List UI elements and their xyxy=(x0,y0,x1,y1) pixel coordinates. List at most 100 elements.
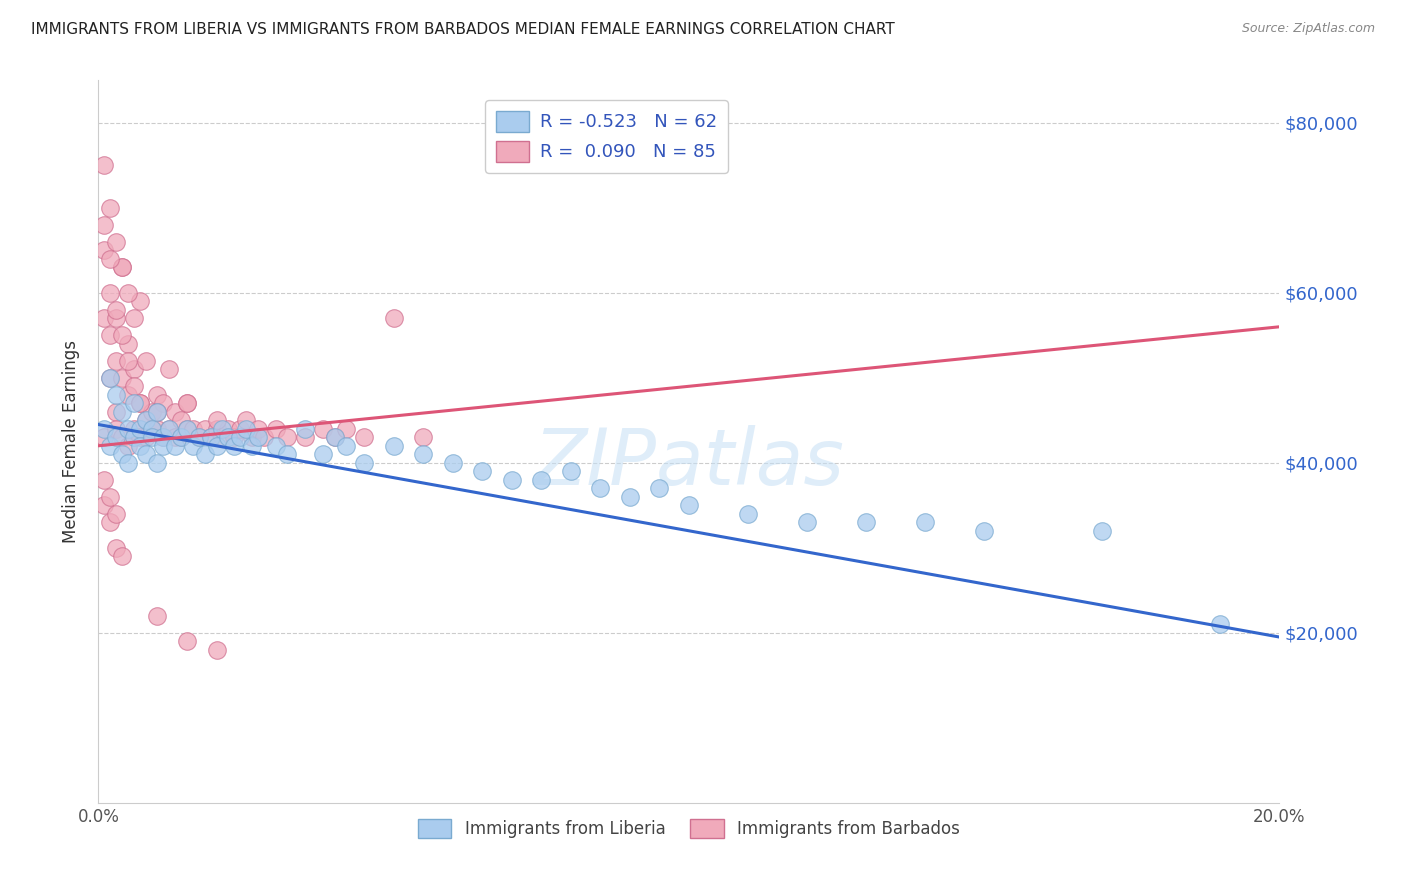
Point xyxy=(111,260,134,275)
Point xyxy=(117,336,139,351)
Point xyxy=(93,244,115,258)
Point xyxy=(93,422,115,436)
Point xyxy=(382,311,405,326)
Point xyxy=(135,353,157,368)
Point xyxy=(530,473,553,487)
Point xyxy=(264,439,287,453)
Point xyxy=(200,430,222,444)
Point xyxy=(323,430,346,444)
Point xyxy=(146,608,169,623)
Point xyxy=(128,422,150,436)
Point xyxy=(135,413,157,427)
Point xyxy=(194,422,217,436)
Point xyxy=(111,371,134,385)
Point xyxy=(93,473,115,487)
Point xyxy=(224,439,246,453)
Point xyxy=(152,396,174,410)
Point xyxy=(98,285,121,300)
Point xyxy=(187,430,209,444)
Point xyxy=(240,439,263,453)
Point xyxy=(98,490,121,504)
Point xyxy=(294,430,316,444)
Point xyxy=(181,439,204,453)
Point xyxy=(264,422,287,436)
Point xyxy=(146,405,169,419)
Point xyxy=(240,430,263,444)
Point xyxy=(312,447,335,461)
Point xyxy=(128,430,150,444)
Point xyxy=(796,516,818,530)
Point xyxy=(855,516,877,530)
Point xyxy=(176,422,198,436)
Text: IMMIGRANTS FROM LIBERIA VS IMMIGRANTS FROM BARBADOS MEDIAN FEMALE EARNINGS CORRE: IMMIGRANTS FROM LIBERIA VS IMMIGRANTS FR… xyxy=(31,22,894,37)
Point xyxy=(105,311,128,326)
Point xyxy=(128,294,150,309)
Point xyxy=(111,405,134,419)
Point xyxy=(157,362,180,376)
Point xyxy=(312,422,335,436)
Point xyxy=(471,464,494,478)
Point xyxy=(146,456,169,470)
Point xyxy=(122,430,145,444)
Point xyxy=(122,379,145,393)
Point xyxy=(122,422,145,436)
Point xyxy=(105,541,128,555)
Legend: R = -0.523   N = 62, R =  0.090   N = 85: R = -0.523 N = 62, R = 0.090 N = 85 xyxy=(485,100,727,172)
Point xyxy=(98,516,121,530)
Point xyxy=(246,422,269,436)
Point xyxy=(165,439,187,453)
Point xyxy=(135,413,157,427)
Point xyxy=(176,634,198,648)
Point xyxy=(98,252,121,266)
Point xyxy=(382,439,405,453)
Point xyxy=(111,260,134,275)
Point xyxy=(152,439,174,453)
Point xyxy=(294,422,316,436)
Point xyxy=(117,388,139,402)
Point xyxy=(441,456,464,470)
Point xyxy=(276,430,298,444)
Text: Source: ZipAtlas.com: Source: ZipAtlas.com xyxy=(1241,22,1375,36)
Point xyxy=(117,353,139,368)
Point xyxy=(117,422,139,436)
Point xyxy=(501,473,523,487)
Point xyxy=(914,516,936,530)
Point xyxy=(105,388,128,402)
Point xyxy=(141,422,163,436)
Point xyxy=(229,422,252,436)
Point xyxy=(122,396,145,410)
Point xyxy=(276,447,298,461)
Point xyxy=(412,430,434,444)
Point xyxy=(176,396,198,410)
Point xyxy=(128,396,150,410)
Point xyxy=(335,439,357,453)
Point xyxy=(117,456,139,470)
Point xyxy=(194,447,217,461)
Point xyxy=(146,405,169,419)
Point xyxy=(105,353,128,368)
Point xyxy=(122,311,145,326)
Point xyxy=(105,302,128,317)
Point xyxy=(105,405,128,419)
Point xyxy=(246,430,269,444)
Point xyxy=(105,430,128,444)
Point xyxy=(737,507,759,521)
Point xyxy=(229,430,252,444)
Point xyxy=(117,439,139,453)
Point xyxy=(146,388,169,402)
Point xyxy=(235,422,257,436)
Point xyxy=(157,422,180,436)
Point xyxy=(165,430,187,444)
Point xyxy=(117,285,139,300)
Point xyxy=(176,422,198,436)
Point xyxy=(157,422,180,436)
Point xyxy=(98,201,121,215)
Point xyxy=(211,430,233,444)
Point xyxy=(560,464,582,478)
Point xyxy=(412,447,434,461)
Y-axis label: Median Female Earnings: Median Female Earnings xyxy=(62,340,80,543)
Point xyxy=(353,456,375,470)
Point xyxy=(648,481,671,495)
Point xyxy=(619,490,641,504)
Point xyxy=(205,439,228,453)
